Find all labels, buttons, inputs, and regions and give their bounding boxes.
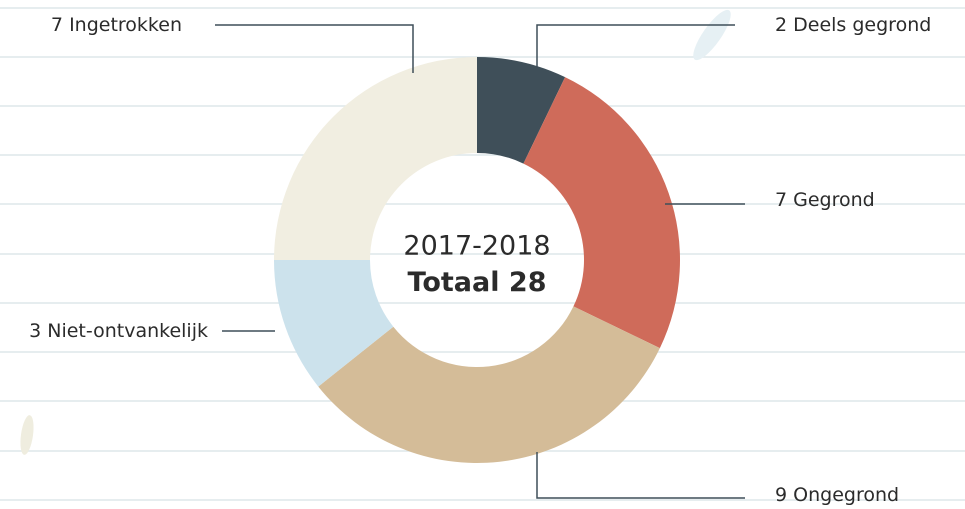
donut-slice bbox=[274, 260, 394, 387]
total-label: Totaal bbox=[408, 267, 500, 298]
leader-line bbox=[536, 452, 745, 499]
leader-line bbox=[536, 24, 735, 68]
decoration bbox=[20, 415, 34, 455]
slice-label: 2 Deels gegrond bbox=[775, 14, 931, 36]
center-total: Totaal 28 bbox=[408, 267, 547, 298]
slice-value: 7 bbox=[51, 14, 63, 36]
donut-slice bbox=[523, 77, 680, 349]
center-subtitle: 2017-2018 bbox=[403, 231, 550, 262]
decoration bbox=[693, 9, 731, 61]
slice-label: 7 Ingetrokken bbox=[51, 14, 182, 36]
slice-label: 7 Gegrond bbox=[775, 189, 875, 211]
slice-value: 9 bbox=[775, 484, 787, 506]
slice-value: 3 bbox=[29, 320, 41, 342]
total-value: 28 bbox=[509, 267, 547, 298]
slice-label: 3 Niet-ontvankelijk bbox=[29, 320, 208, 342]
slice-name: Deels gegrond bbox=[793, 14, 931, 36]
slice-value: 7 bbox=[775, 189, 787, 211]
donut bbox=[274, 57, 680, 463]
donut-slice bbox=[318, 306, 660, 463]
slice-name: Gegrond bbox=[793, 189, 875, 211]
slice-label: 9 Ongegrond bbox=[775, 484, 899, 506]
donut-slice bbox=[274, 57, 477, 260]
slice-value: 2 bbox=[775, 14, 787, 36]
slice-name: Ongegrond bbox=[793, 484, 899, 506]
slice-name: Niet-ontvankelijk bbox=[47, 320, 208, 342]
leader-line bbox=[215, 24, 414, 73]
donut-slice bbox=[477, 57, 566, 164]
slice-name: Ingetrokken bbox=[69, 14, 182, 36]
